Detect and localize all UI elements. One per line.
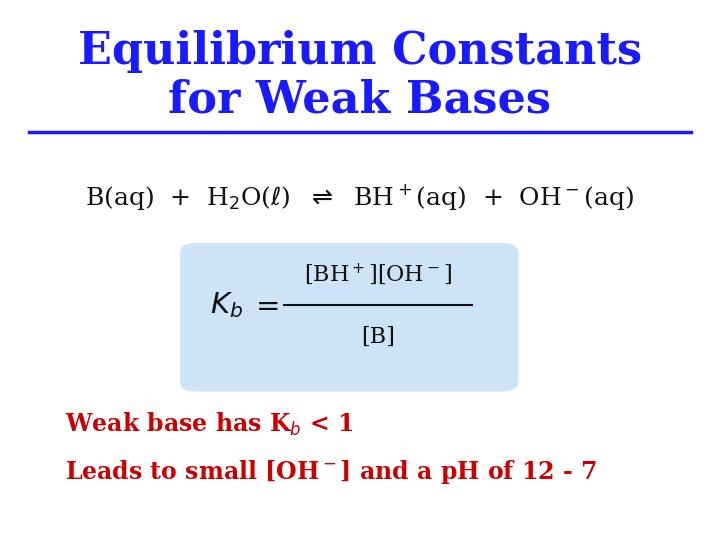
Text: $\mathit{K}_b$: $\mathit{K}_b$ bbox=[210, 290, 243, 320]
Text: $=$: $=$ bbox=[251, 291, 279, 319]
Text: [BH$^+$][OH$^-$]: [BH$^+$][OH$^-$] bbox=[304, 261, 452, 287]
Text: Weak base has K$_b$ < 1: Weak base has K$_b$ < 1 bbox=[65, 410, 354, 437]
FancyBboxPatch shape bbox=[180, 243, 518, 392]
Text: Leads to small [OH$^-$] and a pH of 12 - 7: Leads to small [OH$^-$] and a pH of 12 -… bbox=[65, 458, 597, 487]
Text: for Weak Bases: for Weak Bases bbox=[168, 78, 552, 122]
Text: B(aq)  +  H$_2$O($\ell$)  $\rightleftharpoons$  BH$^+$(aq)  +  OH$^-$(aq): B(aq) + H$_2$O($\ell$) $\rightleftharpoo… bbox=[86, 182, 634, 212]
Text: Equilibrium Constants: Equilibrium Constants bbox=[78, 30, 642, 73]
Text: [B]: [B] bbox=[361, 326, 395, 347]
